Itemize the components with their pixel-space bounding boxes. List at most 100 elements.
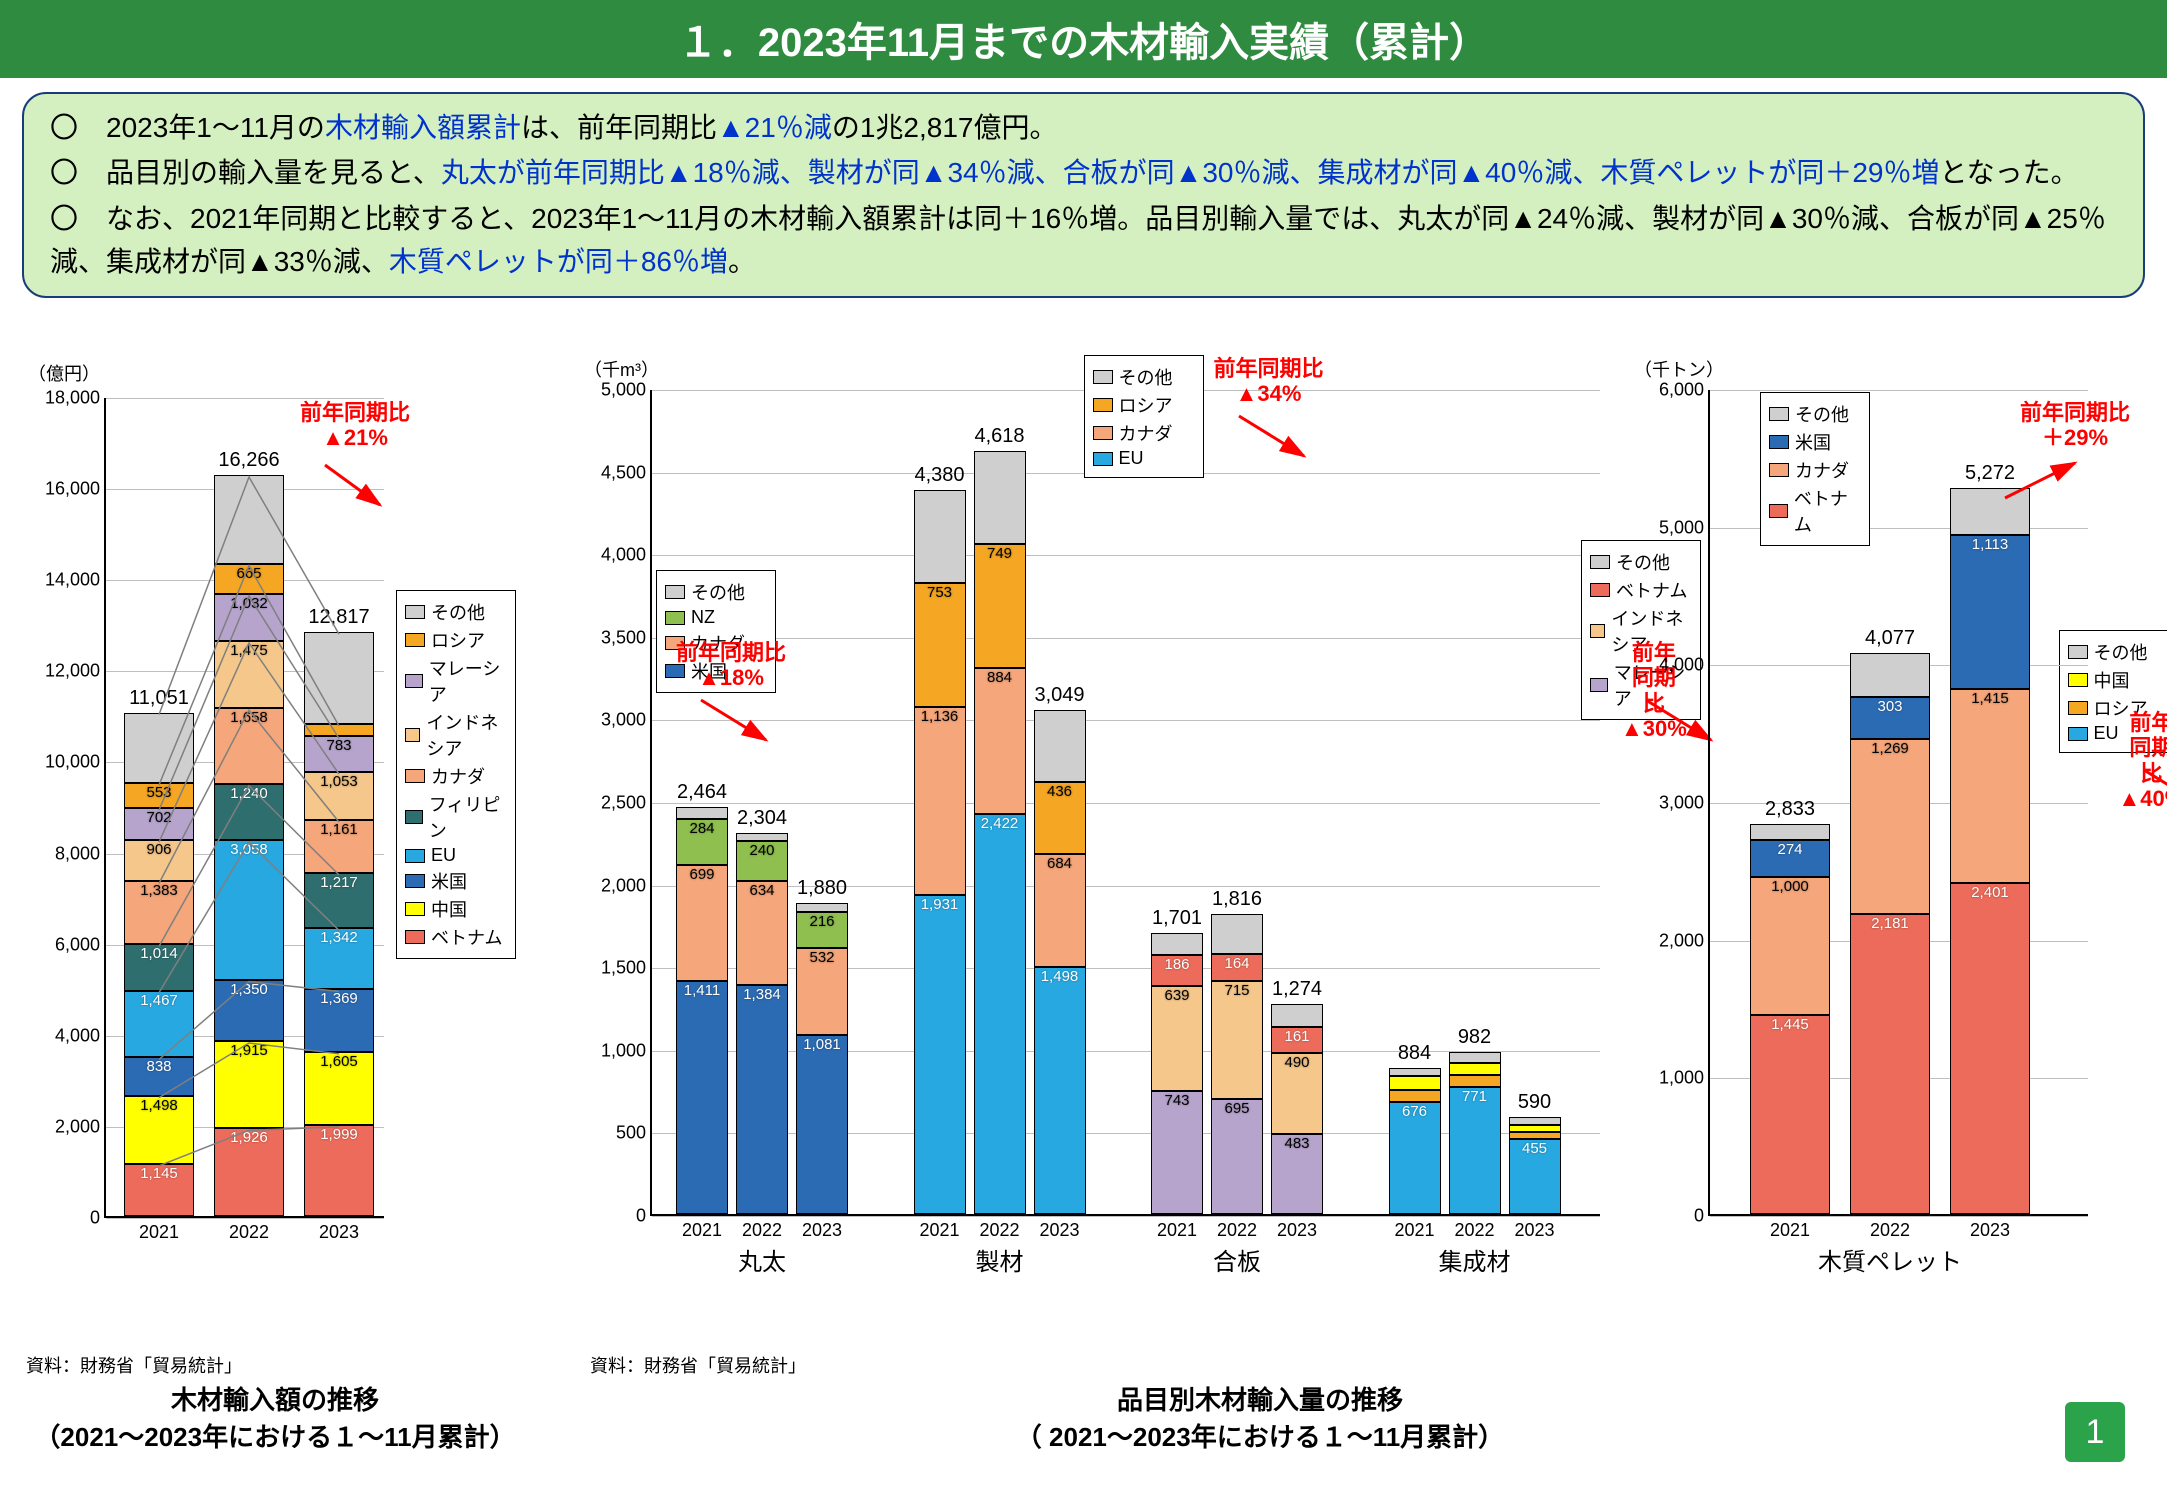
legend-item: フィリピン (405, 791, 507, 843)
legend-item: 米国 (1769, 429, 1861, 455)
bar-total: 2,833 (1765, 798, 1815, 821)
x-label: 2023 (1514, 1214, 1554, 1241)
legend-item: カナダ (405, 763, 507, 789)
x-label: 2023 (802, 1214, 842, 1241)
x-label: 2021 (919, 1214, 959, 1241)
bar-segment-nz: 240 (736, 841, 788, 881)
bar-segment-other (1509, 1117, 1561, 1125)
bar-segment-malaysia: 743 (1151, 1091, 1203, 1214)
bar-segment-other (1389, 1068, 1441, 1076)
legend-item: EU (1093, 448, 1195, 469)
bar-total: 884 (1398, 1042, 1431, 1065)
bar-total: 1,880 (797, 877, 847, 900)
arrow-icon (1234, 411, 1324, 471)
legend-item: その他 (405, 599, 507, 625)
page-number-badge: 1 (2065, 1402, 2125, 1462)
bar-total: 4,380 (914, 464, 964, 487)
x-label: 丸太 (738, 1214, 786, 1277)
chart-2-title: 品目別木材輸入量の推移（ 2021～2023年における１～11月累計） (900, 1380, 1620, 1454)
bar-segment-indonesia: 490 (1271, 1053, 1323, 1134)
bar-segment-eu: 1,498 (1034, 967, 1086, 1214)
bar-segment-other (1750, 824, 1830, 840)
bar-segment-canada: 634 (736, 881, 788, 986)
legend-item: 中国 (405, 896, 507, 922)
annotation-yoy: 前年同期比▲34% (1214, 356, 1324, 407)
summary-box: 〇 2023年1～11月の木材輸入額累計は、前年同期比▲21％減の1兆2,817… (22, 92, 2145, 298)
source-note-1: 資料：財務省「貿易統計」 (26, 1352, 242, 1378)
legend-item: カナダ (1093, 420, 1195, 446)
y-unit: （億円） (28, 360, 100, 386)
annotation-yoy: 前年同期比▲21% (300, 400, 410, 451)
bar-segment-vietnam: 2,401 (1950, 883, 2030, 1214)
bar-segment-nz: 216 (796, 912, 848, 948)
bar-segment-russia: 753 (914, 583, 966, 707)
bar-segment-indonesia: 715 (1211, 981, 1263, 1099)
bar-total: 2,464 (677, 781, 727, 804)
bar-segment-canada: 532 (796, 948, 848, 1036)
bar-segment-vietnam: 2,181 (1850, 914, 1930, 1214)
bar-segment-other (974, 451, 1026, 544)
y-unit: （千m³） (584, 356, 659, 382)
x-label: 2023 (1970, 1214, 2010, 1241)
legend-item: インドネシア (405, 709, 507, 761)
legend-item: EU (405, 845, 507, 866)
arrow-icon (696, 695, 786, 755)
bar-segment-us: 1,113 (1950, 535, 2030, 688)
bar-segment-other (1850, 653, 1930, 698)
x-label: 2023 (319, 1216, 359, 1243)
summary-line-3: 〇 なお、2021年同期と比較すると、2023年1～11月の木材輸入額累計は同＋… (50, 197, 2117, 284)
bar-segment-china (1509, 1125, 1561, 1132)
bar-segment-canada: 884 (974, 668, 1026, 814)
bar-segment-other (1151, 933, 1203, 955)
source-note-2: 資料：財務省「貿易統計」 (590, 1352, 806, 1378)
bar-total: 2,304 (737, 807, 787, 830)
bar-segment-eu: 455 (1509, 1139, 1561, 1214)
bar-segment-canada: 1,000 (1750, 877, 1830, 1015)
arrow-icon (2000, 458, 2090, 508)
bar-total: 3,049 (1034, 684, 1084, 707)
bar-segment-russia (1389, 1090, 1441, 1102)
bar-segment-malaysia: 483 (1271, 1134, 1323, 1214)
legend-item: その他 (1769, 401, 1861, 427)
bar-segment-indonesia: 639 (1151, 986, 1203, 1092)
legend: その他ロシアマレーシアインドネシアカナダフィリピンEU米国中国ベトナム (396, 590, 516, 959)
bar-segment-other (1034, 710, 1086, 781)
legend-item: ベトナム (405, 924, 507, 950)
bar-segment-eu: 1,931 (914, 895, 966, 1214)
bar-segment-vietnam: 1,445 (1750, 1015, 1830, 1214)
x-label: 2021 (1770, 1214, 1810, 1241)
bar-segment-russia: 436 (1034, 782, 1086, 854)
bar-segment-other (1271, 1004, 1323, 1027)
annotation-yoy: 前年同期比＋29% (2020, 400, 2130, 451)
x-label: 2021 (682, 1214, 722, 1241)
bar-segment-canada: 1,415 (1950, 689, 2030, 884)
x-label: 2023 (1277, 1214, 1317, 1241)
bar-total: 1,816 (1212, 888, 1262, 911)
bar-segment-us: 1,384 (736, 985, 788, 1214)
bar-total: 982 (1458, 1026, 1491, 1049)
bar-segment-russia (1449, 1075, 1501, 1087)
bar-segment-us: 274 (1750, 840, 1830, 878)
bar-segment-other (1449, 1052, 1501, 1063)
y-unit: （千トン） (1634, 356, 1724, 382)
bar-segment-russia (1509, 1132, 1561, 1139)
bar-segment-eu: 676 (1389, 1102, 1441, 1214)
legend-item: NZ (665, 607, 767, 628)
bar-segment-vietnam: 186 (1151, 955, 1203, 986)
bar-segment-other (736, 833, 788, 841)
bar-segment-china (1449, 1063, 1501, 1075)
x-label: 2021 (1157, 1214, 1197, 1241)
legend-item: その他 (665, 579, 767, 605)
legend-item: その他 (1093, 364, 1195, 390)
charts-region: （億円） 02,0004,0006,0008,00010,00012,00014… (20, 350, 2147, 1480)
bar-segment-russia: 749 (974, 544, 1026, 668)
legend-item: ロシア (405, 627, 507, 653)
page-title: １．2023年11月までの木材輸入実績（累計） (0, 0, 2167, 78)
bar-total: 590 (1518, 1091, 1551, 1114)
legend-item: ベトナム (1769, 485, 1861, 537)
legend-item: カナダ (1769, 457, 1861, 483)
import-volume-chart: （千m³） 05001,0001,5002,0002,5003,0003,500… (550, 350, 1610, 1350)
x-label: 2021 (139, 1216, 179, 1243)
bar-segment-us: 303 (1850, 697, 1930, 739)
bar-segment-china (1389, 1076, 1441, 1090)
